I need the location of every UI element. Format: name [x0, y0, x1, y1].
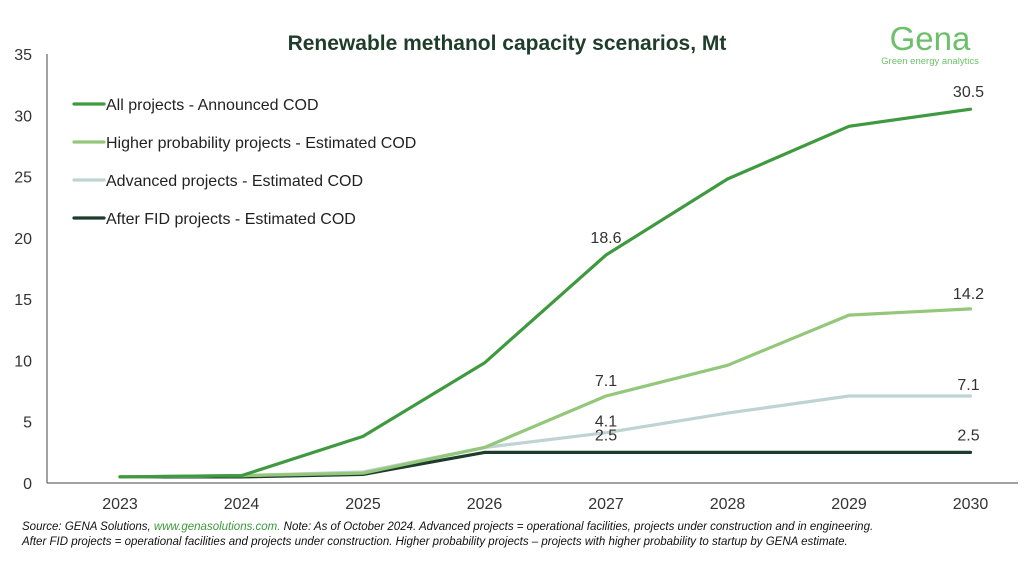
legend: All projects - Announced COD Higher proba…: [72, 97, 416, 228]
chart: Renewable methanol capacity scenarios, M…: [14, 20, 1018, 510]
series-line: [118, 107, 973, 479]
data-label: 2.5: [957, 427, 979, 444]
series-line: [118, 307, 973, 479]
x-tick-label: 2029: [831, 496, 867, 510]
series-layer: [118, 107, 973, 479]
legend-label: Higher probability projects - Estimated …: [106, 135, 416, 152]
chart-title: Renewable methanol capacity scenarios, M…: [288, 32, 727, 55]
y-tick-label: 30: [14, 108, 32, 125]
data-label: 30.5: [953, 84, 984, 101]
y-tick-label: 10: [14, 353, 32, 370]
series-line: [118, 394, 973, 479]
footnote-line-1: Source: GENA Solutions, www.genasolution…: [22, 520, 1012, 535]
data-labels: 18.6 30.5 7.1 14.2 4.1 7.1 2.5 2.5: [590, 84, 984, 444]
legend-label: After FID projects - Estimated COD: [106, 211, 356, 228]
logo-tagline: Green energy analytics: [881, 56, 979, 67]
data-label: 2.5: [595, 427, 617, 444]
source-link[interactable]: www.genasolutions.com.: [153, 521, 281, 533]
x-tick-label: 2027: [588, 496, 624, 510]
legend-label: Advanced projects - Estimated COD: [106, 173, 363, 190]
x-axis: 2023 2024 2025 2026 2027 2028 2029 2030: [47, 482, 1018, 510]
y-axis: 0 5 10 15 20 25 30 35: [14, 47, 48, 493]
y-tick-label: 15: [14, 292, 32, 309]
data-label: 7.1: [595, 373, 617, 390]
x-tick-label: 2026: [467, 496, 503, 510]
footnote-note: Note: As of October 2024. Advanced proje…: [280, 521, 874, 533]
x-tick-label: 2024: [224, 496, 260, 510]
y-tick-label: 35: [14, 47, 32, 64]
data-label: 4.1: [595, 414, 617, 431]
x-tick-label: 2025: [345, 496, 381, 510]
y-tick-label: 0: [23, 476, 32, 493]
legend-label: All projects - Announced COD: [106, 97, 319, 114]
data-label: 7.1: [957, 377, 979, 394]
gena-logo: Gena Green energy analytics: [881, 20, 979, 67]
footnote-source: Source: GENA Solutions,: [22, 521, 154, 533]
data-label: 18.6: [590, 230, 621, 247]
y-tick-label: 20: [14, 231, 32, 248]
y-tick-label: 5: [23, 415, 32, 432]
x-tick-label: 2028: [710, 496, 746, 510]
y-tick-label: 25: [14, 170, 32, 187]
x-tick-label: 2023: [102, 496, 138, 510]
x-tick-label: 2030: [953, 496, 989, 510]
footnote-line-2: After FID projects = operational facilit…: [22, 536, 848, 548]
footnote: Source: GENA Solutions, www.genasolution…: [22, 520, 1012, 550]
logo-word: Gena: [890, 20, 971, 57]
data-label: 14.2: [953, 286, 984, 303]
